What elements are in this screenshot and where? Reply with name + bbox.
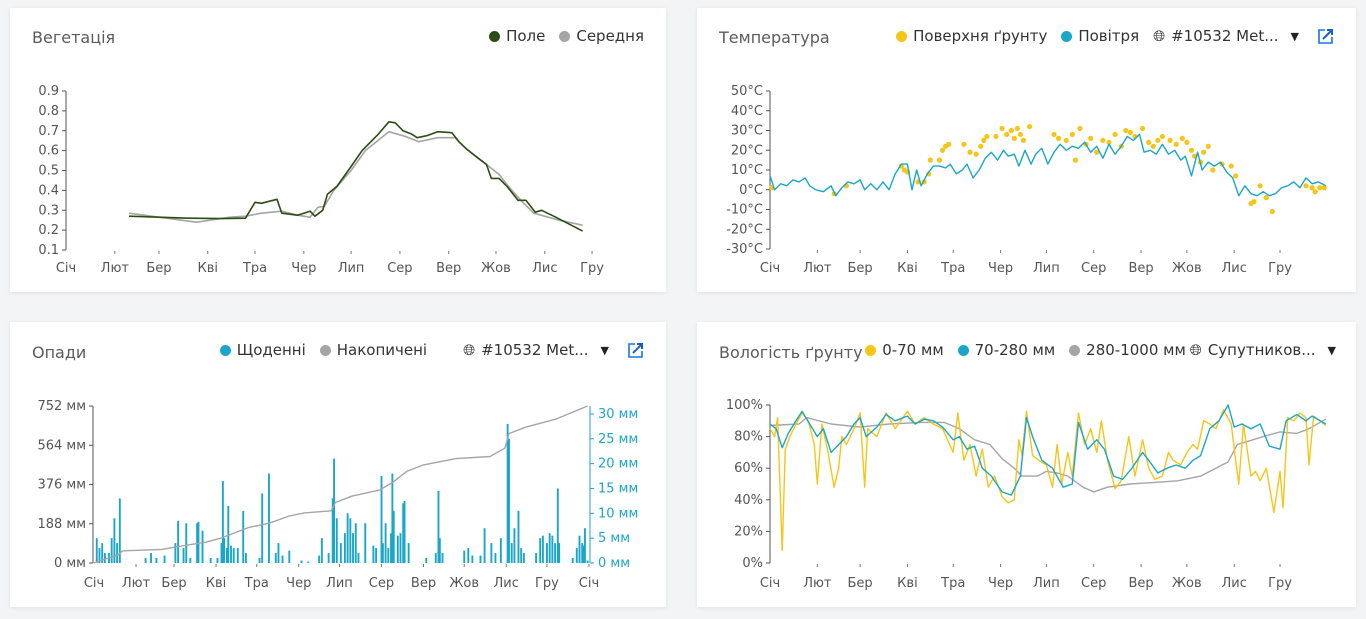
soil-moisture-card: Вологість ґрунту 0-70 мм 70-280 мм 280-1… (697, 322, 1356, 607)
legend-dot (219, 344, 231, 356)
station-label: #10532 Met... (481, 341, 589, 359)
precipitation-card: Опади Щоденні Накопичені 🌐︎ #10532 Met...… (10, 322, 666, 607)
precipitation-legend: Щоденні Накопичені 🌐︎ #10532 Met... ▼ (206, 341, 644, 359)
precipitation-title: Опади (32, 343, 87, 362)
legend-item-average[interactable]: Середня (559, 27, 644, 45)
legend-label: Поверхня ґрунту (913, 27, 1048, 45)
globe-icon: 🌐︎ (1153, 27, 1166, 45)
legend-item-ground-surface[interactable]: Поверхня ґрунту (896, 27, 1047, 45)
temperature-legend: Поверхня ґрунту Повітря 🌐︎ #10532 Met... ▼ (882, 27, 1334, 45)
legend-dot (319, 344, 331, 356)
external-link-icon[interactable] (627, 342, 644, 359)
legend-label: Поле (506, 27, 546, 45)
legend-item-cumulative[interactable]: Накопичені (319, 341, 428, 359)
station-selector[interactable]: 🌐︎ #10532 Met... ▼ (1139, 27, 1299, 45)
caret-down-icon: ▼ (1290, 29, 1299, 43)
source-label: Супутников... (1207, 341, 1316, 359)
temperature-card: Температура Поверхня ґрунту Повітря 🌐︎ #1… (697, 8, 1356, 292)
legend-item-0-70[interactable]: 0-70 мм (865, 341, 944, 359)
station-selector[interactable]: 🌐︎ #10532 Met... ▼ (449, 341, 609, 359)
vegetation-title: Вегетація (32, 28, 116, 47)
legend-label: 280-1000 мм (1086, 341, 1186, 359)
caret-down-icon: ▼ (1327, 343, 1336, 357)
soil-moisture-title: Вологість ґрунту (719, 343, 863, 362)
soil-moisture-legend: 0-70 мм 70-280 мм 280-1000 мм 🌐︎ Супутник… (865, 341, 1336, 359)
legend-label: 70-280 мм (974, 341, 1056, 359)
legend-dot (559, 30, 571, 42)
vegetation-legend: Поле Середня (475, 27, 644, 45)
external-link-icon[interactable] (1317, 28, 1334, 45)
legend-item-daily[interactable]: Щоденні (219, 341, 306, 359)
legend-dot (957, 344, 969, 356)
legend-dot (1061, 30, 1073, 42)
legend-dot (896, 30, 908, 42)
legend-dot (489, 30, 501, 42)
globe-icon: 🌐︎ (463, 341, 476, 359)
legend-dot (1069, 344, 1081, 356)
source-selector[interactable]: 🌐︎ Супутников... ▼ (1186, 341, 1336, 359)
globe-icon: 🌐︎ (1189, 341, 1202, 359)
legend-label: Щоденні (236, 341, 306, 359)
legend-dot (865, 344, 877, 356)
legend-item-280-1000[interactable]: 280-1000 мм (1069, 341, 1186, 359)
vegetation-card: Вегетація Поле Середня (10, 8, 666, 292)
legend-label: Накопичені (336, 341, 428, 359)
legend-item-70-280[interactable]: 70-280 мм (957, 341, 1056, 359)
legend-item-field[interactable]: Поле (489, 27, 545, 45)
caret-down-icon: ▼ (600, 343, 609, 357)
station-label: #10532 Met... (1171, 27, 1279, 45)
legend-label: 0-70 мм (882, 341, 944, 359)
temperature-title: Температура (719, 28, 830, 47)
legend-item-air[interactable]: Повітря (1061, 27, 1139, 45)
legend-label: Середня (576, 27, 644, 45)
legend-label: Повітря (1078, 27, 1140, 45)
